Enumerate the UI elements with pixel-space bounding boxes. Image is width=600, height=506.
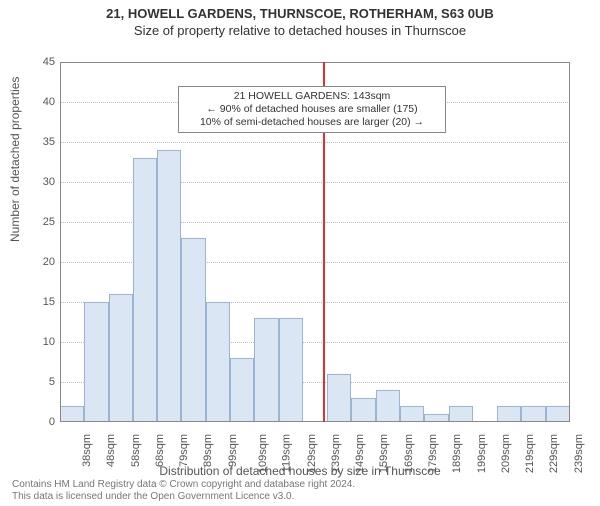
xtick-label: 38sqm — [81, 434, 93, 467]
annotation-line3: 10% of semi-detached houses are larger (… — [185, 116, 439, 129]
ytick-label: 25 — [25, 216, 55, 228]
title-address: 21, HOWELL GARDENS, THURNSCOE, ROTHERHAM… — [0, 6, 600, 21]
ytick-label: 20 — [25, 256, 55, 268]
annotation-line2: ← 90% of detached houses are smaller (17… — [185, 103, 439, 116]
ytick-label: 35 — [25, 136, 55, 148]
credits: Contains HM Land Registry data © Crown c… — [12, 479, 355, 502]
ytick-label: 0 — [25, 416, 55, 428]
ytick-label: 15 — [25, 296, 55, 308]
x-axis-label: Distribution of detached houses by size … — [0, 464, 600, 478]
credits-line2: This data is licensed under the Open Gov… — [12, 491, 355, 503]
xtick-label: 89sqm — [202, 434, 214, 467]
ytick-label: 10 — [25, 336, 55, 348]
xtick-label: 68sqm — [154, 434, 166, 467]
ytick-label: 40 — [25, 96, 55, 108]
xtick-label: 58sqm — [130, 434, 142, 467]
annotation-box: 21 HOWELL GARDENS: 143sqm ← 90% of detac… — [178, 86, 446, 133]
xtick-label: 99sqm — [227, 434, 239, 467]
ytick-label: 45 — [25, 56, 55, 68]
histogram-chart: 21 HOWELL GARDENS: 143sqm ← 90% of detac… — [60, 62, 570, 422]
xtick-label: 48sqm — [105, 434, 117, 467]
xtick-label: 79sqm — [178, 434, 190, 467]
credits-line1: Contains HM Land Registry data © Crown c… — [12, 479, 355, 491]
y-axis-label: Number of detached properties — [8, 77, 22, 242]
title-subtitle: Size of property relative to detached ho… — [0, 23, 600, 38]
annotation-line1: 21 HOWELL GARDENS: 143sqm — [185, 90, 439, 103]
ytick-label: 5 — [25, 376, 55, 388]
ytick-label: 30 — [25, 176, 55, 188]
